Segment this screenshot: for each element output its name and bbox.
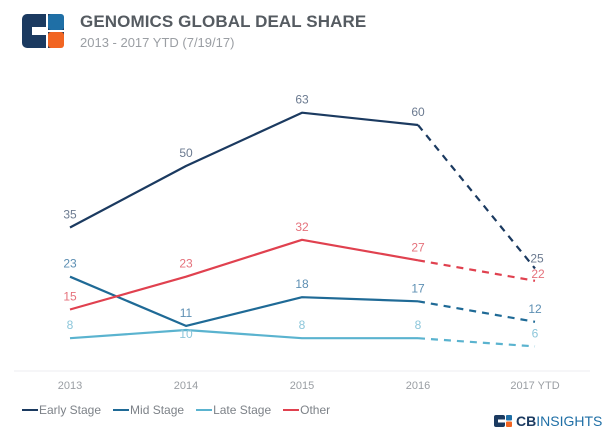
- legend-label: Other: [300, 403, 331, 417]
- chart-title: GENOMICS GLOBAL DEAL SHARE: [80, 12, 367, 31]
- late-stage-projected-line: [417, 337, 536, 348]
- other-line: [69, 238, 419, 311]
- other-data-label: 22: [531, 267, 545, 281]
- x-tick-label: 2017 YTD: [510, 380, 559, 392]
- x-tick-label: 2015: [290, 380, 314, 392]
- late-stage-data-label: 10: [179, 327, 193, 341]
- chart-legend: Early Stage Mid Stage Late Stage Other: [22, 403, 330, 417]
- other-data-label: 32: [295, 220, 309, 234]
- cb-logo-icon: [22, 14, 64, 48]
- late-stage-data-label: 6: [532, 326, 539, 340]
- legend-item-early-stage: Early Stage: [22, 403, 101, 417]
- early-stage-projected-line: [417, 124, 536, 270]
- legend-item-mid-stage: Mid Stage: [113, 403, 184, 417]
- mid-stage-data-label: 11: [180, 306, 193, 320]
- other-projected-line: [417, 259, 536, 282]
- late-stage-line: [69, 328, 418, 340]
- legend-swatch: [283, 409, 300, 411]
- legend-label: Late Stage: [213, 403, 272, 417]
- legend-label: Mid Stage: [130, 403, 185, 417]
- early-stage-data-label: 60: [411, 105, 425, 119]
- cb-insights-brand: CB INSIGHTS: [494, 413, 602, 429]
- mid-stage-projected-line: [417, 300, 536, 323]
- mid-stage-data-label: 23: [63, 257, 77, 271]
- legend-swatch: [22, 409, 38, 411]
- mid-stage-line: [69, 275, 419, 327]
- other-data-label: 15: [63, 290, 77, 304]
- early-stage-data-label: 35: [63, 208, 77, 222]
- chart-subtitle: 2013 - 2017 YTD (7/19/17): [80, 35, 235, 50]
- mid-stage-data-label: 17: [411, 281, 425, 295]
- early-stage-data-label: 50: [179, 146, 193, 160]
- legend-swatch: [196, 409, 213, 411]
- legend-item-late-stage: Late Stage: [196, 403, 271, 417]
- early-stage-data-label: 25: [530, 252, 544, 266]
- early-stage-data-label: 63: [295, 93, 309, 107]
- early-stage-line: [69, 111, 419, 229]
- brand-bold-text: CB: [516, 413, 537, 429]
- late-stage-data-label: 8: [415, 318, 422, 332]
- cb-insights-logo-icon: [494, 415, 512, 427]
- other-data-label: 23: [179, 257, 193, 271]
- legend-label: Early Stage: [39, 403, 102, 417]
- mid-stage-data-label: 12: [528, 302, 542, 316]
- legend-swatch: [113, 409, 130, 411]
- legend-item-other: Other: [283, 403, 330, 417]
- mid-stage-data-label: 18: [295, 277, 309, 291]
- late-stage-data-label: 8: [299, 318, 306, 332]
- brand-text: INSIGHTS: [536, 413, 603, 429]
- x-tick-label: 2016: [406, 380, 430, 392]
- x-tick-label: 2013: [58, 380, 82, 392]
- x-tick-label: 2014: [174, 380, 198, 392]
- other-data-label: 27: [411, 240, 425, 254]
- late-stage-data-label: 8: [67, 318, 74, 332]
